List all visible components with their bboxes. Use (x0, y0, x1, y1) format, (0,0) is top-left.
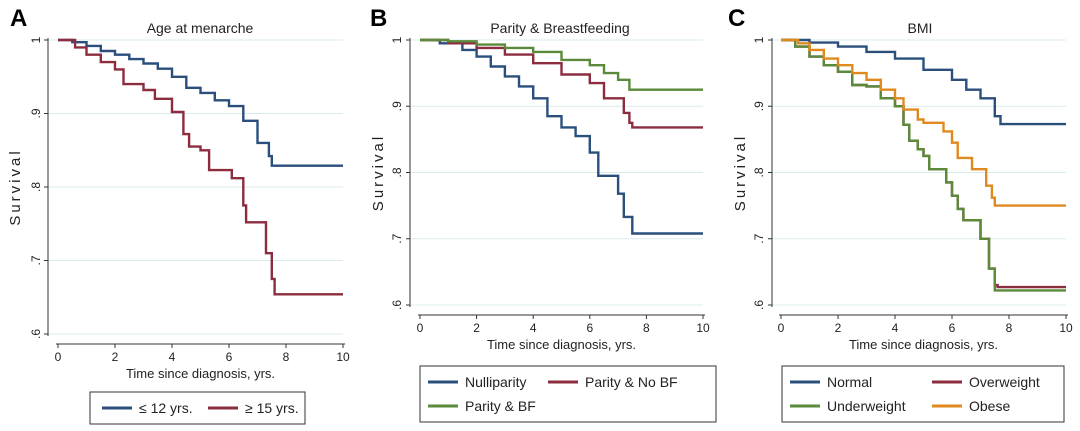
x-tick-label: 10 (336, 350, 350, 364)
x-tick-label: 4 (530, 321, 537, 335)
panel-letter: C (728, 5, 745, 32)
x-tick-label: 8 (1006, 321, 1013, 335)
x-axis-title: Time since diagnosis, yrs. (487, 337, 636, 352)
series-line-4 (781, 38, 1066, 207)
legend-label: Obese (969, 398, 1010, 414)
x-tick-label: 10 (696, 321, 710, 335)
y-tick-label: 1 (752, 36, 766, 43)
x-axis-title: Time since diagnosis, yrs. (849, 337, 998, 352)
legend: ≤ 12 yrs. ≥ 15 yrs. (89, 391, 306, 425)
series-line-2 (58, 38, 343, 296)
x-tick-label: 0 (55, 350, 62, 364)
x-tick-label: 6 (949, 321, 956, 335)
series-line-2 (781, 38, 1066, 289)
y-tick-label: .9 (390, 101, 404, 111)
x-tick-label: 4 (892, 321, 899, 335)
legend: Normal Overweight Underweight Obese (781, 365, 1065, 423)
legend: Nulliparity Parity & No BF Parity & BF (419, 365, 717, 423)
legend-label: Parity & No BF (585, 374, 678, 390)
legend-label: ≥ 15 yrs. (245, 400, 299, 416)
y-tick-label: .8 (390, 167, 404, 177)
series-line-3 (420, 38, 703, 91)
x-axis-title: Time since diagnosis, yrs. (126, 366, 275, 381)
legend-label: Overweight (969, 374, 1040, 390)
y-tick-label: 1 (390, 36, 404, 43)
panel-title: Age at menarche (147, 20, 254, 36)
x-tick-label: 2 (473, 321, 480, 335)
x-tick-label: 2 (112, 350, 119, 364)
x-tick-label: 8 (643, 321, 650, 335)
legend-label: Underweight (827, 398, 906, 414)
panel-title: Parity & Breastfeeding (490, 20, 629, 36)
series-line-1 (420, 38, 703, 235)
x-tick-label: 4 (169, 350, 176, 364)
y-axis-title: Survival (370, 134, 387, 211)
legend-box (419, 365, 717, 423)
panel-letter: A (10, 5, 27, 32)
panel-b: B Parity & Breastfeeding.6.7.8.910 2 4 6 8 10S… (370, 5, 717, 423)
y-tick-label: .7 (390, 233, 404, 243)
y-tick-label: .7 (29, 255, 43, 265)
y-tick-label: .6 (29, 329, 43, 339)
panel-title: BMI (908, 20, 933, 36)
x-tick-label: 10 (1059, 321, 1073, 335)
y-tick-label: 1 (29, 36, 43, 43)
x-tick-label: 6 (226, 350, 233, 364)
legend-label: ≤ 12 yrs. (139, 400, 193, 416)
legend-box (781, 365, 1065, 423)
y-tick-label: .6 (390, 300, 404, 310)
legend-label: Nulliparity (465, 374, 526, 390)
legend-label: Normal (827, 374, 872, 390)
x-tick-label: 6 (586, 321, 593, 335)
y-tick-label: .8 (752, 167, 766, 177)
y-tick-label: .7 (752, 233, 766, 243)
y-tick-label: .9 (752, 101, 766, 111)
panel-letter: B (370, 5, 387, 32)
y-tick-label: .8 (29, 182, 43, 192)
series-line-1 (781, 38, 1066, 126)
y-axis-title: Survival (7, 148, 24, 225)
x-tick-label: 0 (778, 321, 785, 335)
series-line-3 (781, 38, 1066, 292)
series-line-1 (58, 38, 343, 167)
legend-label: Parity & BF (465, 398, 536, 414)
y-tick-label: .6 (752, 300, 766, 310)
panel-a: A Age at menarche.6.7.8.910 2 4 6 8 10Survival… (7, 5, 350, 425)
y-axis-title: Survival (732, 134, 749, 211)
x-tick-label: 8 (283, 350, 290, 364)
x-tick-label: 0 (417, 321, 424, 335)
y-tick-label: .9 (29, 108, 43, 118)
x-tick-label: 2 (835, 321, 842, 335)
